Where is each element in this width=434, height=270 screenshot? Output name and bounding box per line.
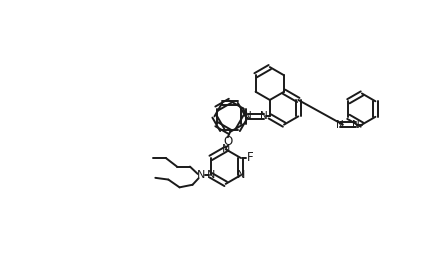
Text: N: N: [352, 120, 360, 130]
Text: N: N: [244, 112, 252, 122]
Text: N: N: [336, 120, 344, 130]
Text: O: O: [223, 135, 233, 148]
Text: N: N: [221, 144, 230, 154]
Text: N: N: [237, 170, 245, 180]
Text: N: N: [260, 112, 268, 122]
Text: F: F: [247, 151, 253, 164]
Text: N: N: [197, 170, 205, 180]
Text: N: N: [207, 170, 215, 180]
